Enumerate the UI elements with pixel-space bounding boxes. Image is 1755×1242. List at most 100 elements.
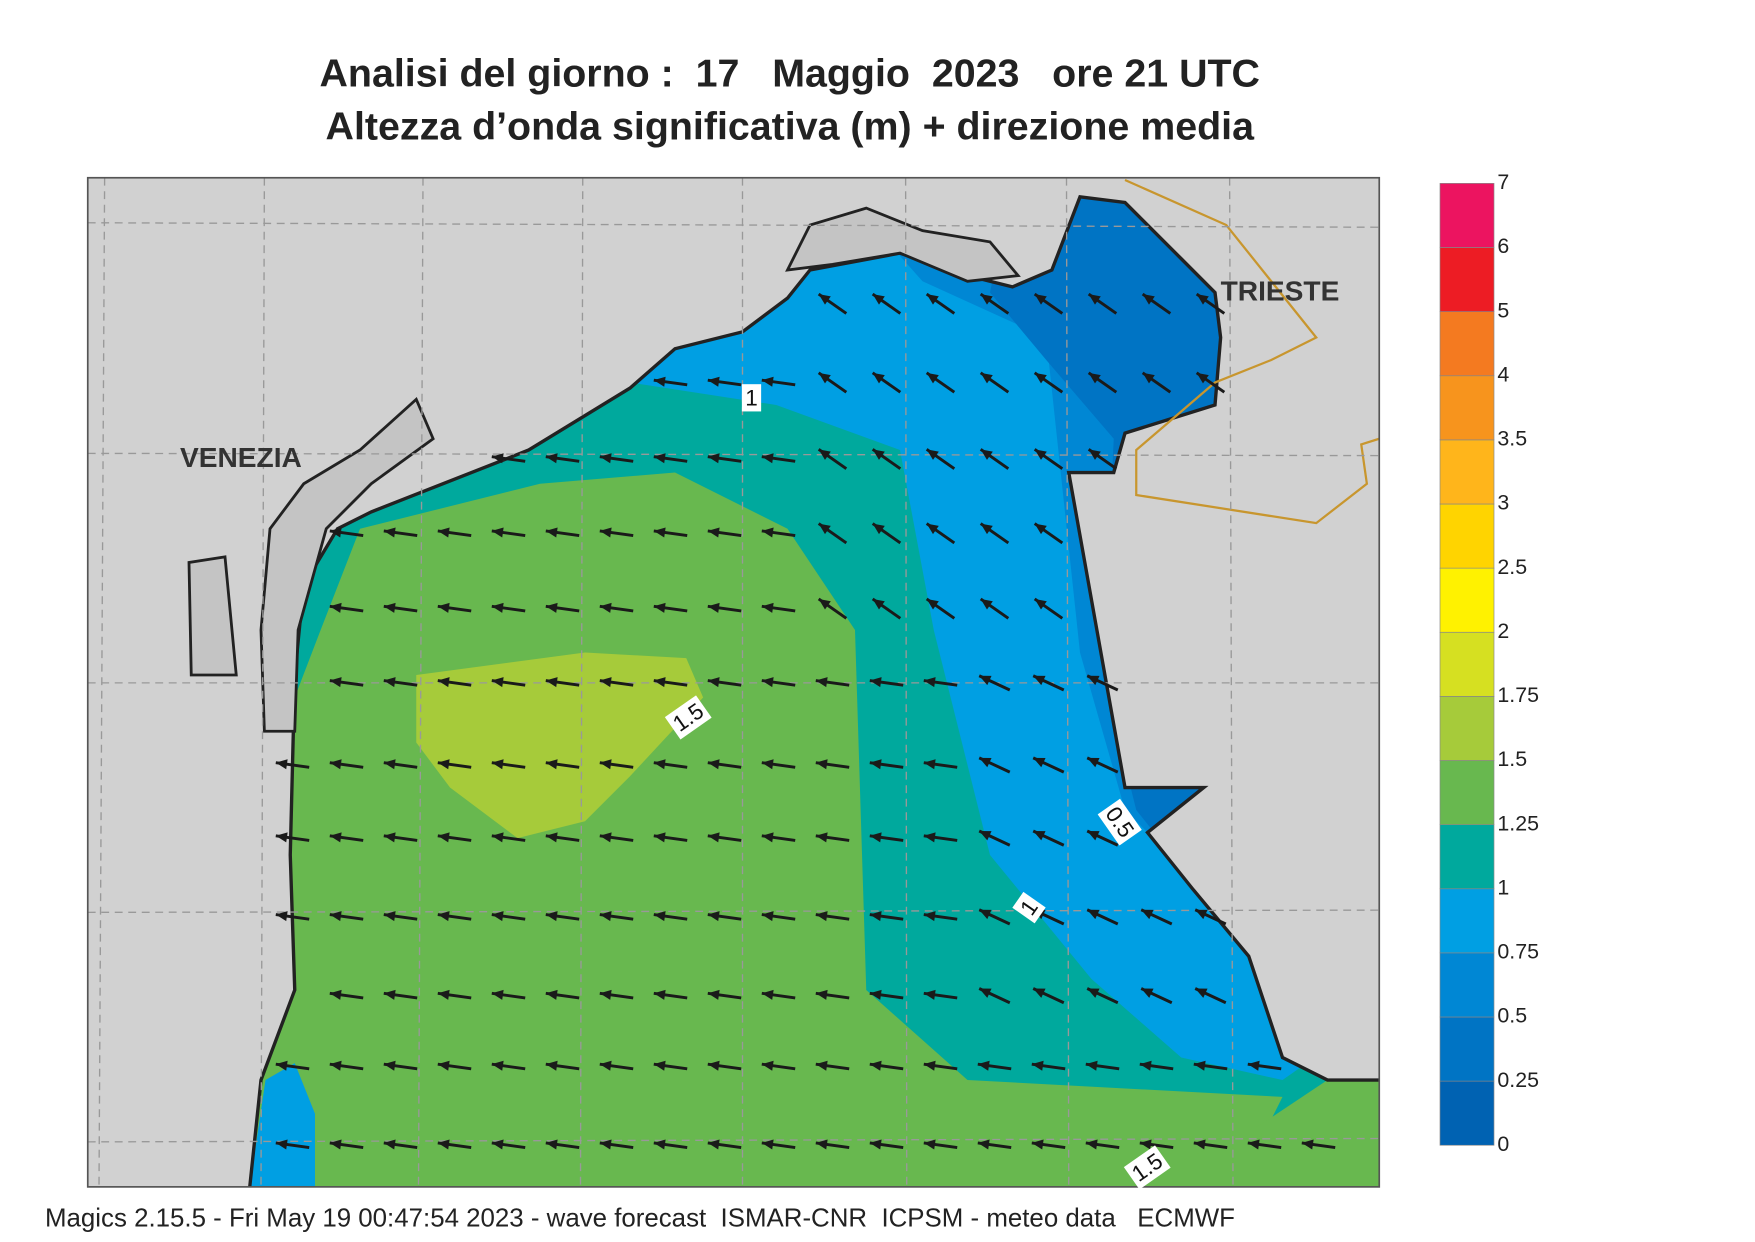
arrow-head	[815, 1060, 828, 1071]
arrow-head	[1193, 1060, 1206, 1071]
arrow-head	[599, 832, 612, 843]
arrow-head	[1301, 1139, 1314, 1150]
arrow-head	[923, 759, 936, 770]
map	[87, 177, 1380, 1187]
arrow-head	[491, 911, 504, 922]
arrow-head	[980, 294, 993, 305]
arrow-head	[707, 677, 720, 688]
arrow-head	[980, 372, 993, 384]
arrow-head	[761, 677, 774, 688]
arrow-head	[437, 602, 450, 613]
arrow-head	[329, 1139, 342, 1150]
arrow-head	[761, 989, 774, 1000]
arrow-head	[1034, 372, 1047, 384]
arrow-head	[926, 372, 939, 384]
arrow-head	[707, 989, 720, 1000]
arrow-head	[437, 1060, 450, 1071]
arrow-head	[545, 832, 558, 843]
colorbar-label: 1.25	[1497, 811, 1539, 835]
colorbar-label: 0	[1497, 1132, 1509, 1156]
arrow-head	[1033, 830, 1046, 841]
arrow-head	[275, 911, 288, 922]
arrow-head	[599, 1139, 612, 1150]
arrow-head	[980, 598, 993, 610]
arrow-head	[653, 527, 666, 538]
arrow-head	[383, 1060, 396, 1071]
arrow-head	[329, 832, 342, 843]
arrow-head	[653, 453, 666, 464]
arrow-head	[329, 602, 342, 613]
arrow-head	[383, 832, 396, 843]
arrow-head	[815, 989, 828, 1000]
arrow-head	[923, 832, 936, 843]
colorbar: 0 0.25 0.5 0.75 1 1.25 1.5 1.75 2 2.5 3 3.5 4 5 6 7	[1439, 170, 1539, 1156]
arrow-head	[437, 989, 450, 1000]
contour-label-box	[1012, 891, 1046, 924]
arrow-head	[980, 449, 993, 460]
colorbar-swatch	[1439, 952, 1495, 1018]
arrow-head	[653, 376, 666, 387]
arrow-head	[545, 989, 558, 1000]
arrow-head	[545, 677, 558, 688]
arrow-head	[1033, 988, 1046, 998]
arrow-head	[545, 759, 558, 770]
subtitle: Altezza d’onda significativa (m) + direz…	[326, 105, 1256, 149]
arrow-head	[599, 527, 612, 538]
arrow-head	[545, 911, 558, 922]
colorbar-swatch	[1439, 696, 1495, 761]
arrow-head	[869, 1060, 882, 1071]
arrow-head	[653, 911, 666, 922]
arrow-head	[1142, 372, 1155, 384]
arrow-head	[872, 598, 885, 610]
arrow-head	[275, 832, 288, 843]
colorbar-label: 3	[1497, 491, 1509, 515]
arrow-head	[491, 759, 504, 770]
arrow-head	[979, 675, 992, 686]
arrow-head	[818, 294, 831, 305]
arrow-head	[329, 911, 342, 922]
arrow-head	[1034, 523, 1047, 535]
arrow-head	[653, 832, 666, 843]
arrow-head	[1193, 1139, 1206, 1150]
arrow-head	[1139, 1060, 1152, 1071]
arrow-head	[275, 1060, 288, 1071]
arrow-head	[977, 1060, 990, 1071]
arrow-head	[383, 1139, 396, 1150]
colorbar-swatch	[1439, 503, 1495, 569]
colorbar-swatch	[1439, 375, 1495, 441]
arrow-head	[815, 832, 828, 843]
arrow-head	[491, 1060, 504, 1071]
arrow-head	[818, 523, 831, 535]
arrow-head	[1087, 830, 1100, 841]
arrow-head	[491, 677, 504, 688]
arrow-head	[707, 832, 720, 843]
contour-label-box	[664, 695, 712, 740]
arrow-head	[545, 602, 558, 613]
arrow-head	[1195, 988, 1208, 998]
city-label: TRIESTE	[1221, 275, 1340, 306]
arrow-head	[707, 453, 720, 464]
arrow-head	[653, 759, 666, 770]
arrow-head	[1141, 909, 1154, 920]
arrow-head	[761, 911, 774, 922]
arrow-head	[926, 294, 939, 305]
colorbar-label: 2	[1497, 619, 1509, 643]
title: Analisi del giorno : 17 Maggio 2023 ore …	[320, 52, 1260, 96]
arrow-head	[979, 757, 992, 768]
arrow-head	[761, 759, 774, 770]
arrow-head	[1085, 1139, 1098, 1150]
colorbar-label: 3.5	[1497, 427, 1527, 451]
arrow-head	[599, 453, 612, 464]
arrow-head	[869, 677, 882, 688]
arrow-head	[1087, 988, 1100, 998]
arrow-head	[1087, 675, 1100, 686]
field-blue	[249, 1063, 315, 1187]
wave-direction-arrows	[275, 292, 1336, 1150]
arrow-head	[869, 759, 882, 770]
colorbar-label: 6	[1497, 234, 1509, 258]
arrow-head	[329, 527, 342, 538]
colorbar-swatch	[1439, 824, 1495, 890]
colorbar-swatch	[1439, 1080, 1495, 1146]
arrow-head	[869, 989, 882, 1000]
arrow-head	[329, 759, 342, 770]
